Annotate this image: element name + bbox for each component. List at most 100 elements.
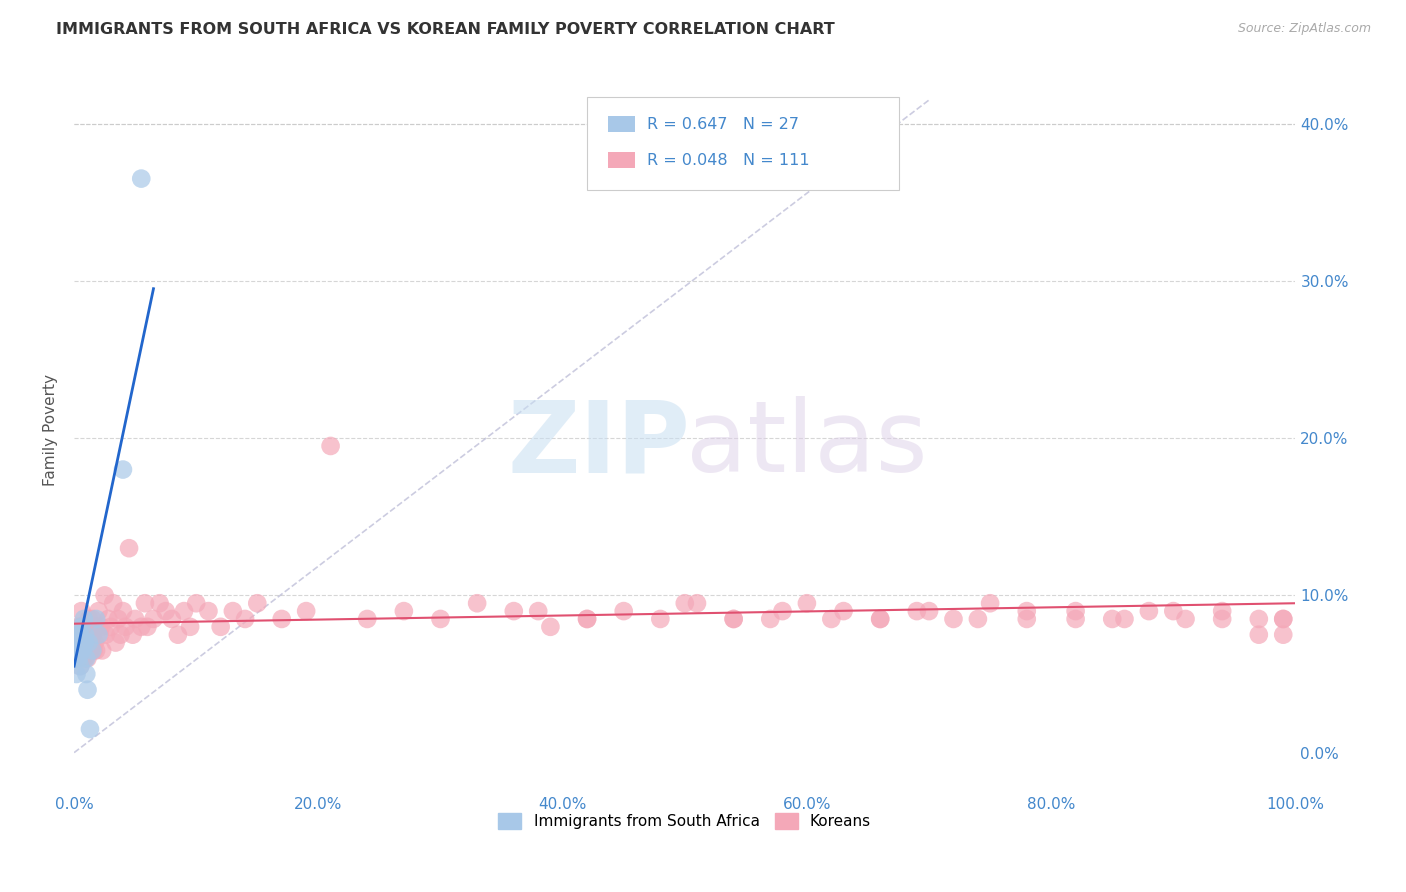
Point [465,596,488,610]
Point [76,651,98,665]
Point [538,620,561,634]
Point [179,620,201,634]
Point [67,635,90,649]
Point [129,171,152,186]
Point [76,682,98,697]
Point [65,635,87,649]
Point [167,628,190,642]
Point [160,612,183,626]
Point [613,604,636,618]
Point [72,651,94,665]
Point [186,596,208,610]
Point [66,635,89,649]
Point [1101,612,1123,626]
Point [75,643,97,657]
Point [66,643,89,657]
Point [796,596,818,610]
Point [673,596,696,610]
Point [869,612,891,626]
Point [121,628,143,642]
Point [97,612,120,626]
Point [75,628,97,642]
Point [87,604,110,618]
Point [73,635,96,649]
Y-axis label: Family Poverty: Family Poverty [44,375,58,486]
Point [111,604,134,618]
Point [70,643,93,657]
Point [67,651,90,665]
Point [80,635,103,649]
Point [1163,604,1185,618]
Point [69,635,91,649]
Text: R = 0.647   N = 27: R = 0.647 N = 27 [647,117,799,132]
Point [429,612,451,626]
Point [1137,604,1160,618]
FancyBboxPatch shape [607,116,634,132]
Point [72,635,94,649]
Point [1064,604,1087,618]
Legend: Immigrants from South Africa, Koreans: Immigrants from South Africa, Koreans [492,806,877,835]
Point [87,628,110,642]
Point [82,628,104,642]
Point [84,620,107,634]
Point [270,612,292,626]
Point [82,612,104,626]
Point [197,604,219,618]
Point [136,620,159,634]
Point [67,651,90,665]
FancyBboxPatch shape [588,97,898,190]
Point [527,604,550,618]
Point [77,635,100,649]
Point [73,643,96,657]
Point [83,643,105,657]
Point [79,722,101,736]
Point [114,620,136,634]
Point [70,643,93,657]
Point [1114,612,1136,626]
Point [149,596,172,610]
Point [869,612,891,626]
Point [1247,628,1270,642]
Point [65,643,87,657]
Point [93,588,115,602]
Point [72,643,94,657]
Point [1211,604,1233,618]
Point [84,612,107,626]
Point [1272,612,1295,626]
Point [67,628,90,642]
Point [69,628,91,642]
Point [173,604,195,618]
Point [905,604,928,618]
Point [67,628,90,642]
Point [1015,604,1038,618]
Point [209,620,232,634]
Point [101,596,124,610]
Point [75,635,97,649]
Point [104,635,127,649]
Point [77,612,100,626]
Point [129,620,152,634]
Point [65,628,87,642]
Point [772,604,794,618]
Text: R = 0.048   N = 111: R = 0.048 N = 111 [647,153,810,168]
Point [233,612,256,626]
Point [1064,612,1087,626]
Point [723,612,745,626]
Point [65,667,87,681]
Point [75,651,97,665]
Point [75,667,97,681]
Point [65,628,87,642]
Point [73,612,96,626]
Point [91,643,114,657]
Point [686,596,709,610]
Point [79,643,101,657]
Point [295,604,318,618]
Point [820,612,842,626]
Point [832,604,855,618]
Point [75,651,97,665]
Point [70,620,93,634]
Point [69,659,91,673]
Point [65,651,87,665]
Point [1211,612,1233,626]
Point [110,628,132,642]
